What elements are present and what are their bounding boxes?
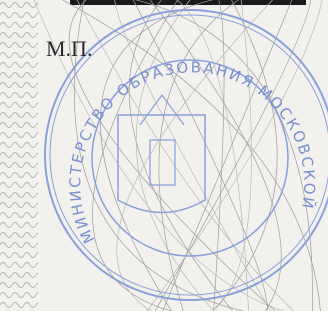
- document-scan: МИНИСТЕРСТВО ОБРАЗОВАНИЯ МОСКОВСКОЙ ОБЛА…: [0, 0, 328, 311]
- decorative-border: [0, 0, 38, 311]
- page: МИНИСТЕРСТВО ОБРАЗОВАНИЯ МОСКОВСКОЙ ОБЛА…: [0, 0, 328, 311]
- stamp-label: М.П.: [46, 36, 92, 61]
